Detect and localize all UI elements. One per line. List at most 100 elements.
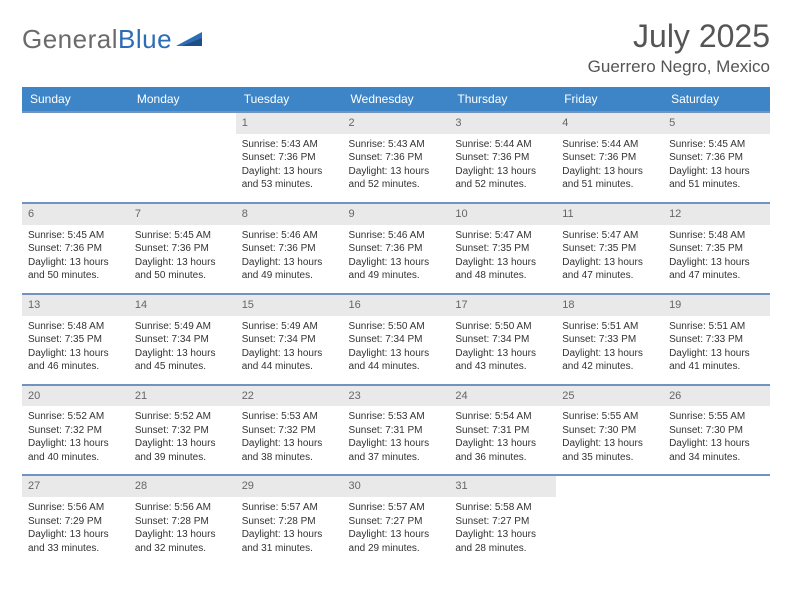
day-line: Sunset: 7:33 PM — [562, 333, 657, 347]
day-line: Sunrise: 5:48 AM — [28, 320, 123, 334]
day-line: and 51 minutes. — [562, 178, 657, 192]
calendar-cell: 14Sunrise: 5:49 AMSunset: 7:34 PMDayligh… — [129, 294, 236, 385]
day-line: and 40 minutes. — [28, 451, 123, 465]
day-line: Sunrise: 5:43 AM — [349, 138, 444, 152]
day-body: Sunrise: 5:45 AMSunset: 7:36 PMDaylight:… — [22, 225, 129, 293]
day-line: Sunset: 7:36 PM — [135, 242, 230, 256]
day-number: 16 — [343, 295, 450, 316]
day-number: 13 — [22, 295, 129, 316]
day-body: Sunrise: 5:52 AMSunset: 7:32 PMDaylight:… — [22, 406, 129, 474]
day-line: Sunset: 7:30 PM — [562, 424, 657, 438]
day-line: Sunset: 7:34 PM — [349, 333, 444, 347]
page-header: GeneralBlue July 2025 Guerrero Negro, Me… — [22, 18, 770, 77]
day-line: Sunrise: 5:45 AM — [669, 138, 764, 152]
day-line: and 49 minutes. — [242, 269, 337, 283]
day-line: Daylight: 13 hours — [242, 347, 337, 361]
day-body: Sunrise: 5:58 AMSunset: 7:27 PMDaylight:… — [449, 497, 556, 565]
calendar-cell — [22, 112, 129, 203]
logo-word1: General — [22, 24, 118, 54]
calendar-cell: 10Sunrise: 5:47 AMSunset: 7:35 PMDayligh… — [449, 203, 556, 294]
day-line: Sunset: 7:28 PM — [242, 515, 337, 529]
day-line: Sunset: 7:34 PM — [135, 333, 230, 347]
day-body: Sunrise: 5:49 AMSunset: 7:34 PMDaylight:… — [129, 316, 236, 384]
weekday-header: Monday — [129, 87, 236, 112]
day-body: Sunrise: 5:55 AMSunset: 7:30 PMDaylight:… — [663, 406, 770, 474]
day-body: Sunrise: 5:49 AMSunset: 7:34 PMDaylight:… — [236, 316, 343, 384]
day-line: Sunset: 7:36 PM — [242, 242, 337, 256]
day-number: 28 — [129, 476, 236, 497]
day-line: Daylight: 13 hours — [28, 347, 123, 361]
calendar-cell — [663, 475, 770, 565]
day-line: and 46 minutes. — [28, 360, 123, 374]
day-line: Daylight: 13 hours — [455, 165, 550, 179]
day-line: Sunrise: 5:57 AM — [242, 501, 337, 515]
day-number: 22 — [236, 386, 343, 407]
calendar-cell: 29Sunrise: 5:57 AMSunset: 7:28 PMDayligh… — [236, 475, 343, 565]
day-line: Daylight: 13 hours — [669, 256, 764, 270]
day-line: Sunrise: 5:56 AM — [28, 501, 123, 515]
day-line: Daylight: 13 hours — [562, 256, 657, 270]
day-line: Daylight: 13 hours — [669, 347, 764, 361]
day-line: Sunrise: 5:45 AM — [28, 229, 123, 243]
day-line: and 32 minutes. — [135, 542, 230, 556]
weekday-header: Saturday — [663, 87, 770, 112]
day-line: and 38 minutes. — [242, 451, 337, 465]
day-line: Daylight: 13 hours — [455, 437, 550, 451]
day-body: Sunrise: 5:47 AMSunset: 7:35 PMDaylight:… — [449, 225, 556, 293]
day-line: Sunset: 7:31 PM — [349, 424, 444, 438]
day-number: 4 — [556, 113, 663, 134]
calendar-cell: 12Sunrise: 5:48 AMSunset: 7:35 PMDayligh… — [663, 203, 770, 294]
day-body: Sunrise: 5:56 AMSunset: 7:29 PMDaylight:… — [22, 497, 129, 565]
day-number: 6 — [22, 204, 129, 225]
calendar-cell: 19Sunrise: 5:51 AMSunset: 7:33 PMDayligh… — [663, 294, 770, 385]
day-number: 20 — [22, 386, 129, 407]
day-line: Sunrise: 5:49 AM — [135, 320, 230, 334]
day-number: 14 — [129, 295, 236, 316]
day-line: Sunrise: 5:55 AM — [669, 410, 764, 424]
day-line: Sunset: 7:35 PM — [455, 242, 550, 256]
day-number: 7 — [129, 204, 236, 225]
weekday-header: Friday — [556, 87, 663, 112]
day-line: Daylight: 13 hours — [562, 347, 657, 361]
day-line: Daylight: 13 hours — [669, 165, 764, 179]
day-line: Sunrise: 5:50 AM — [455, 320, 550, 334]
day-line: and 53 minutes. — [242, 178, 337, 192]
day-line: and 41 minutes. — [669, 360, 764, 374]
day-body: Sunrise: 5:48 AMSunset: 7:35 PMDaylight:… — [663, 225, 770, 293]
day-number: 3 — [449, 113, 556, 134]
day-line: Sunset: 7:32 PM — [28, 424, 123, 438]
location-subtitle: Guerrero Negro, Mexico — [588, 57, 770, 77]
day-line: Daylight: 13 hours — [242, 528, 337, 542]
day-body: Sunrise: 5:43 AMSunset: 7:36 PMDaylight:… — [343, 134, 450, 202]
day-line: Daylight: 13 hours — [349, 165, 444, 179]
day-body: Sunrise: 5:45 AMSunset: 7:36 PMDaylight:… — [129, 225, 236, 293]
day-body: Sunrise: 5:44 AMSunset: 7:36 PMDaylight:… — [449, 134, 556, 202]
day-line: Daylight: 13 hours — [349, 528, 444, 542]
day-line: Sunrise: 5:51 AM — [669, 320, 764, 334]
day-line: Sunrise: 5:54 AM — [455, 410, 550, 424]
day-line: and 29 minutes. — [349, 542, 444, 556]
day-line: Sunset: 7:27 PM — [349, 515, 444, 529]
calendar-cell: 2Sunrise: 5:43 AMSunset: 7:36 PMDaylight… — [343, 112, 450, 203]
day-body: Sunrise: 5:57 AMSunset: 7:28 PMDaylight:… — [236, 497, 343, 565]
day-line: and 47 minutes. — [562, 269, 657, 283]
calendar-cell: 7Sunrise: 5:45 AMSunset: 7:36 PMDaylight… — [129, 203, 236, 294]
day-line: Sunset: 7:27 PM — [455, 515, 550, 529]
day-number: 9 — [343, 204, 450, 225]
day-line: Daylight: 13 hours — [135, 528, 230, 542]
calendar-cell: 28Sunrise: 5:56 AMSunset: 7:28 PMDayligh… — [129, 475, 236, 565]
calendar-cell: 20Sunrise: 5:52 AMSunset: 7:32 PMDayligh… — [22, 385, 129, 476]
day-line: Sunrise: 5:43 AM — [242, 138, 337, 152]
day-line: Sunset: 7:36 PM — [562, 151, 657, 165]
calendar-cell: 27Sunrise: 5:56 AMSunset: 7:29 PMDayligh… — [22, 475, 129, 565]
day-line: Sunrise: 5:52 AM — [28, 410, 123, 424]
day-body: Sunrise: 5:57 AMSunset: 7:27 PMDaylight:… — [343, 497, 450, 565]
calendar-cell: 1Sunrise: 5:43 AMSunset: 7:36 PMDaylight… — [236, 112, 343, 203]
day-line: Sunrise: 5:58 AM — [455, 501, 550, 515]
day-line: and 28 minutes. — [455, 542, 550, 556]
day-line: Daylight: 13 hours — [28, 256, 123, 270]
day-line: Sunset: 7:32 PM — [135, 424, 230, 438]
day-number: 26 — [663, 386, 770, 407]
day-line: Sunrise: 5:45 AM — [135, 229, 230, 243]
calendar-week-row: 1Sunrise: 5:43 AMSunset: 7:36 PMDaylight… — [22, 112, 770, 203]
